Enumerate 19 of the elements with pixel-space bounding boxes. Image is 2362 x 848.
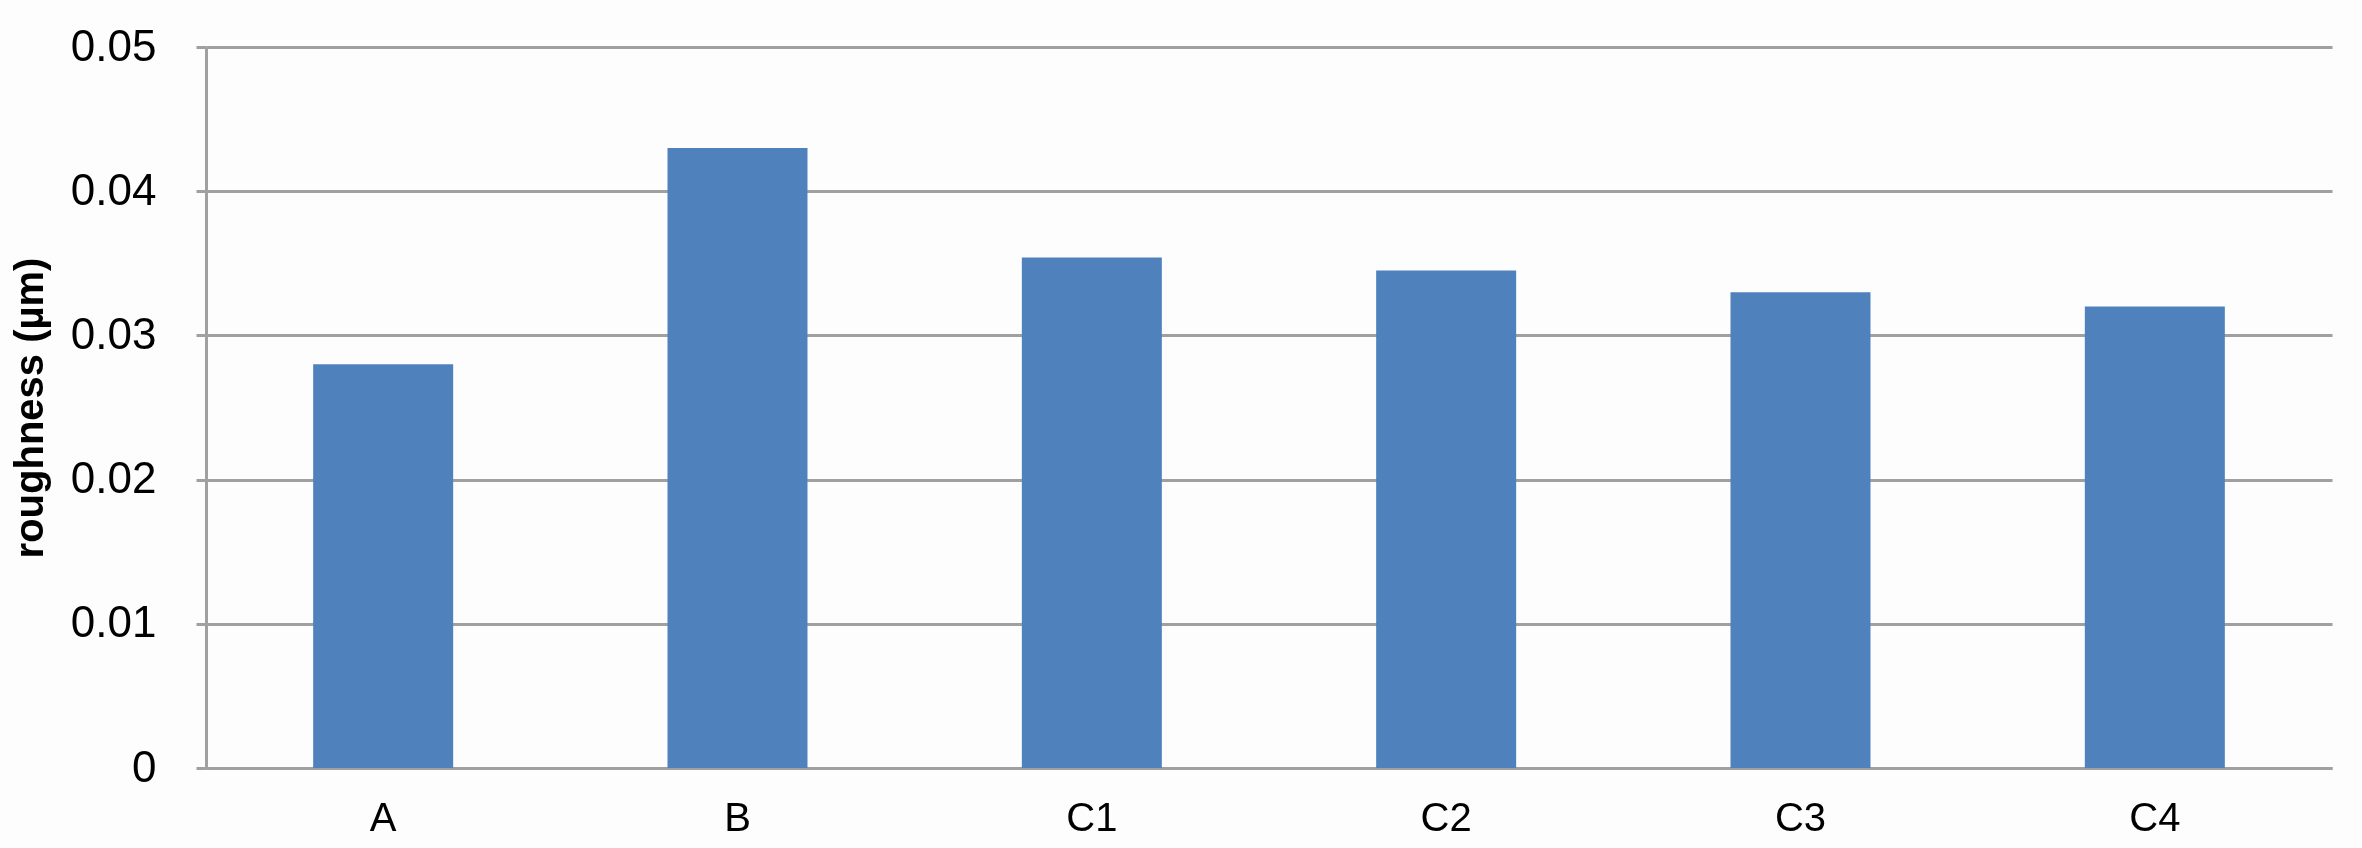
x-tick-label: C4 xyxy=(2129,794,2181,839)
y-tick-label: 0.04 xyxy=(70,164,157,214)
bar xyxy=(1730,292,1871,768)
bar xyxy=(1376,270,1517,768)
y-axis-title: roughness (µm) xyxy=(6,257,51,559)
y-tick-label: 0.05 xyxy=(70,20,157,70)
x-tick-label: C3 xyxy=(1774,794,1827,839)
x-tick-label: B xyxy=(724,794,751,839)
y-tick-label: 0.01 xyxy=(70,597,157,647)
y-tick-label: 0.03 xyxy=(70,308,157,358)
x-tick-label: C1 xyxy=(1066,794,1118,839)
y-tick-label: 0 xyxy=(132,741,157,791)
x-tick-label: C2 xyxy=(1420,794,1472,839)
bar xyxy=(1021,257,1162,768)
bar xyxy=(313,364,454,768)
bar xyxy=(2084,306,2225,768)
bar xyxy=(667,147,808,768)
y-tick-label: 0.02 xyxy=(70,453,157,503)
x-tick-label: A xyxy=(369,794,397,839)
